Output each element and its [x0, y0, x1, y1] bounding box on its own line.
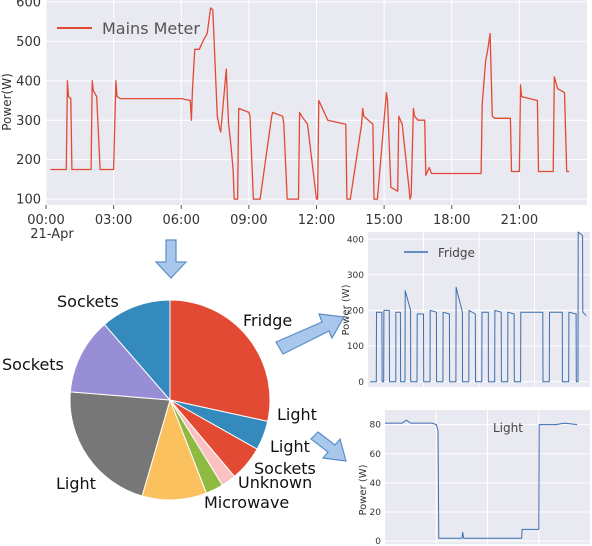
pie-label-fridge: Fridge: [243, 311, 292, 330]
pie-label-microwave: Microwave: [204, 493, 289, 512]
mains-y-axis-label: Power(W): [0, 73, 14, 131]
light-chart: 0 20 40 60 80 Power (W) Light: [358, 410, 590, 546]
x-tick-label: 21:00: [501, 213, 538, 228]
y-tick-label: 0: [358, 378, 364, 388]
right-arrow-to-light: [310, 431, 347, 462]
pie-labels: Fridge Light Light Sockets Unknown Micro…: [2, 292, 317, 512]
y-tick-label: 400: [16, 74, 41, 89]
x-tick-label: 15:00: [365, 213, 402, 228]
mains-y-ticks: 100 200 300 400 500 600: [16, 0, 41, 208]
pie-slice: [69, 323, 172, 401]
pie-label-unknown: Unknown: [238, 473, 312, 492]
series-line: [369, 231, 587, 383]
pie-label-light-1: Light: [277, 405, 317, 424]
y-tick-label: 40: [370, 479, 382, 489]
pie-label-sockets-top: Sockets: [57, 292, 119, 311]
y-tick-label: 20: [370, 508, 382, 518]
fridge-y-ticks: 0 100 200 300 400: [347, 235, 364, 388]
light-series-line: [385, 419, 578, 539]
series-line: [385, 419, 578, 539]
x-tick-label: 12:00: [298, 213, 335, 228]
mains-x-ticks: 00:00 03:00 06:00 09:00 12:00 15:00 18:00 21:00: [27, 205, 538, 228]
y-tick-label: 300: [16, 114, 41, 129]
mains-series-line: [50, 7, 569, 200]
x-tick-label: 03:00: [95, 213, 132, 228]
down-arrow: [154, 239, 188, 279]
fridge-legend: Fridge: [404, 246, 475, 260]
fridge-chart: 0 100 200 300 400 Power (W) Fridge: [341, 231, 590, 388]
y-tick-label: 200: [347, 307, 364, 317]
y-tick-label: 600: [16, 0, 41, 11]
pie-slice: [169, 299, 271, 423]
y-tick-label: 500: [16, 35, 41, 50]
mains-date-label: 21-Apr: [30, 227, 74, 242]
fridge-y-axis-label: Power (W): [341, 284, 352, 335]
pie-label-light-3: Light: [56, 474, 96, 493]
y-tick-label: 200: [16, 153, 41, 168]
pie-chart: [69, 299, 271, 501]
mains-legend-label: Mains Meter: [102, 19, 200, 38]
x-tick-label: 18:00: [433, 213, 470, 228]
y-tick-label: 0: [375, 537, 381, 546]
fridge-series-line: [369, 231, 587, 383]
light-y-axis-label: Power (W): [358, 464, 369, 515]
x-tick-label: 09:00: [230, 213, 267, 228]
y-tick-label: 60: [370, 450, 382, 460]
pie-slice: [69, 391, 171, 497]
y-tick-label: 300: [347, 271, 364, 281]
pie-label-sockets-small: Sockets: [254, 459, 316, 478]
y-tick-label: 400: [347, 235, 364, 245]
light-legend-label: Light: [493, 421, 523, 435]
y-tick-label: 80: [370, 421, 382, 431]
series-line: [50, 7, 569, 200]
pie-label-light-2: Light: [270, 437, 310, 456]
light-y-ticks: 0 20 40 60 80: [370, 421, 382, 546]
mains-gridlines: [45, 0, 587, 205]
pie-label-sockets-left: Sockets: [2, 355, 64, 374]
x-tick-label: 00:00: [27, 213, 64, 228]
x-tick-label: 06:00: [163, 213, 200, 228]
y-tick-label: 100: [16, 193, 41, 208]
mains-meter-chart: 100 200 300 400 500 600 00:00 03:00 06:00 09:00 1…: [0, 0, 587, 242]
fridge-legend-label: Fridge: [438, 246, 475, 260]
y-tick-label: 100: [347, 342, 364, 352]
pie-slice: [103, 299, 171, 402]
mains-legend: Mains Meter: [57, 19, 200, 38]
right-arrow-to-fridge: [275, 313, 345, 355]
